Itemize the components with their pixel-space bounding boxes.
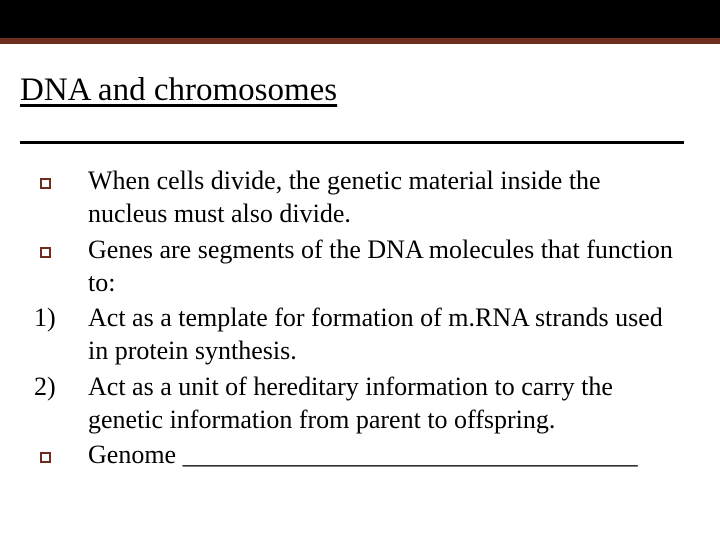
list-item-text: Act as a template for formation of m.RNA…	[88, 301, 684, 368]
bullet-marker	[32, 233, 88, 266]
list-item: Genome _________________________________…	[32, 438, 684, 471]
square-bullet-icon	[40, 247, 51, 258]
top-band	[0, 0, 720, 44]
list-item-text: Genome _________________________________…	[88, 438, 684, 471]
list-item-text: When cells divide, the genetic material …	[88, 164, 684, 231]
list-item: 2) Act as a unit of hereditary informati…	[32, 370, 684, 437]
bullet-marker	[32, 164, 88, 197]
list-item: When cells divide, the genetic material …	[32, 164, 684, 231]
title-block: DNA and chromosomes	[20, 72, 684, 144]
list-item: 1) Act as a template for formation of m.…	[32, 301, 684, 368]
slide: DNA and chromosomes When cells divide, t…	[0, 0, 720, 540]
number-marker: 2)	[32, 370, 88, 403]
number-marker: 1)	[32, 301, 88, 334]
page-title: DNA and chromosomes	[20, 72, 684, 111]
list-item: Genes are segments of the DNA molecules …	[32, 233, 684, 300]
title-underline-rule	[20, 141, 684, 144]
list-item-text: Genes are segments of the DNA molecules …	[88, 233, 684, 300]
square-bullet-icon	[40, 452, 51, 463]
content-list: When cells divide, the genetic material …	[32, 164, 684, 473]
bullet-marker	[32, 438, 88, 471]
list-item-text: Act as a unit of hereditary information …	[88, 370, 684, 437]
square-bullet-icon	[40, 178, 51, 189]
